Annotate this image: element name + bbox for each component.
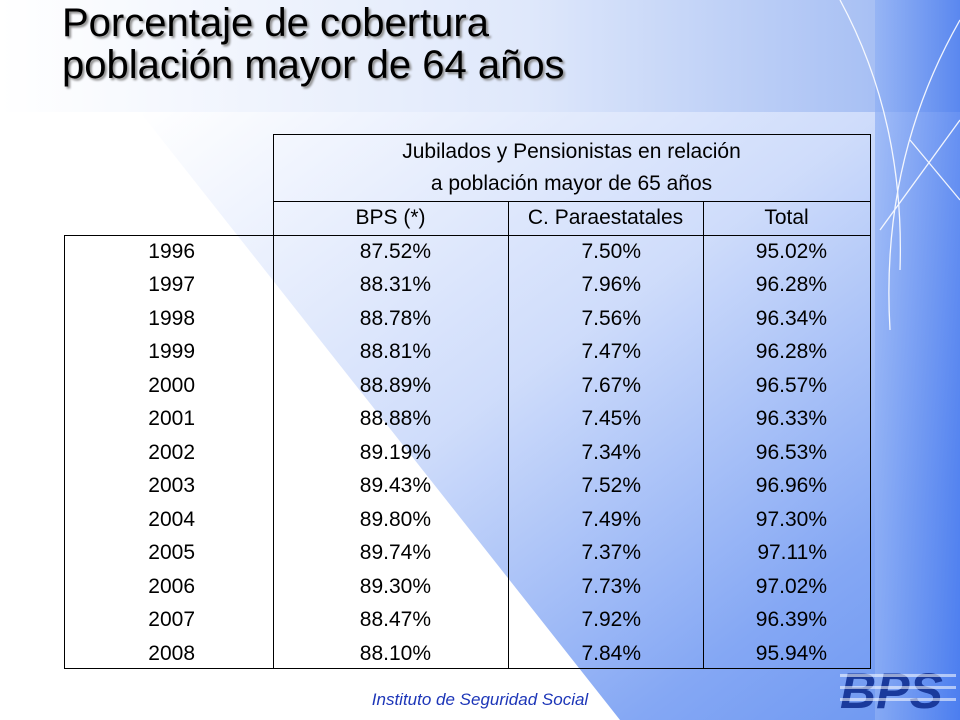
year-cell: 2003 <box>148 474 195 498</box>
paraestatales-cell: 7.84% <box>581 641 641 665</box>
table-border-top <box>273 134 871 135</box>
paraestatales-cell: 7.37% <box>581 541 641 565</box>
year-cell: 1998 <box>148 306 195 330</box>
bps-cell: 89.30% <box>359 574 431 598</box>
total-cell: 96.96% <box>755 474 827 498</box>
year-cell: 2007 <box>148 608 195 632</box>
bps-cell: 88.47% <box>359 608 431 632</box>
table-border-bottom <box>64 668 871 669</box>
bps-cell: 88.78% <box>359 306 431 330</box>
table-divider <box>703 201 704 669</box>
paraestatales-cell: 7.34% <box>581 440 641 464</box>
table-divider <box>508 201 509 669</box>
year-cell: 2005 <box>148 541 195 565</box>
total-cell: 96.28% <box>755 273 827 297</box>
bps-cell: 87.52% <box>359 239 431 263</box>
total-cell: 95.02% <box>755 239 827 263</box>
total-cell: 95.94% <box>755 641 827 665</box>
column-header-paraestatales: C. Paraestatales <box>527 206 684 229</box>
year-cell: 1996 <box>148 239 195 263</box>
total-cell: 96.57% <box>755 373 827 397</box>
title-line-1: Porcentaje de cobertura <box>62 1 489 45</box>
paraestatales-cell: 7.45% <box>581 407 641 431</box>
total-cell: 96.33% <box>755 407 827 431</box>
total-cell: 96.53% <box>755 440 827 464</box>
bps-cell: 88.81% <box>359 340 431 364</box>
bps-cell: 88.31% <box>359 273 431 297</box>
paraestatales-cell: 7.96% <box>581 273 641 297</box>
table-border-right <box>870 134 871 669</box>
year-cell: 1999 <box>148 340 195 364</box>
year-cell: 1997 <box>148 273 195 297</box>
paraestatales-cell: 7.50% <box>581 239 641 263</box>
year-cell: 2008 <box>148 641 195 665</box>
column-header-bps: BPS (*) <box>355 206 426 229</box>
table-divider <box>273 134 274 669</box>
bps-cell: 89.74% <box>359 541 431 565</box>
total-cell: 97.30% <box>755 507 827 531</box>
group-header-line-1: Jubilados y Pensionistas en relación <box>402 140 741 163</box>
paraestatales-cell: 7.52% <box>581 474 641 498</box>
total-cell: 96.28% <box>755 340 827 364</box>
bps-cell: 88.89% <box>359 373 431 397</box>
total-cell: 97.02% <box>755 574 827 598</box>
paraestatales-cell: 7.73% <box>581 574 641 598</box>
year-cell: 2001 <box>148 407 195 431</box>
paraestatales-cell: 7.92% <box>581 608 641 632</box>
bps-cell: 89.80% <box>359 507 431 531</box>
bps-cell: 88.10% <box>359 641 431 665</box>
total-cell: 96.39% <box>755 608 827 632</box>
paraestatales-cell: 7.49% <box>581 507 641 531</box>
bps-cell: 89.19% <box>359 440 431 464</box>
slide-title: Porcentaje de cobertura población mayor … <box>62 2 565 86</box>
paraestatales-cell: 7.47% <box>581 340 641 364</box>
column-header-total: Total <box>764 206 809 229</box>
year-cell: 2002 <box>148 440 195 464</box>
bps-cell: 89.43% <box>359 474 431 498</box>
total-cell: 97.11% <box>757 541 827 565</box>
bps-logo: BPS <box>840 663 956 719</box>
paraestatales-cell: 7.56% <box>581 306 641 330</box>
bps-cell: 88.88% <box>359 407 431 431</box>
footer-text: Instituto de Seguridad Social <box>371 690 589 709</box>
title-line-2: población mayor de 64 años <box>62 43 565 87</box>
table-divider <box>64 235 871 236</box>
total-cell: 96.34% <box>755 306 827 330</box>
table-divider <box>273 201 871 202</box>
paraestatales-cell: 7.67% <box>581 373 641 397</box>
year-cell: 2004 <box>148 507 195 531</box>
year-cell: 2006 <box>148 574 195 598</box>
svg-text:BPS: BPS <box>840 663 943 719</box>
table-border-left <box>64 235 65 669</box>
year-cell: 2000 <box>148 373 195 397</box>
group-header-line-2: a población mayor de 65 años <box>430 172 713 195</box>
